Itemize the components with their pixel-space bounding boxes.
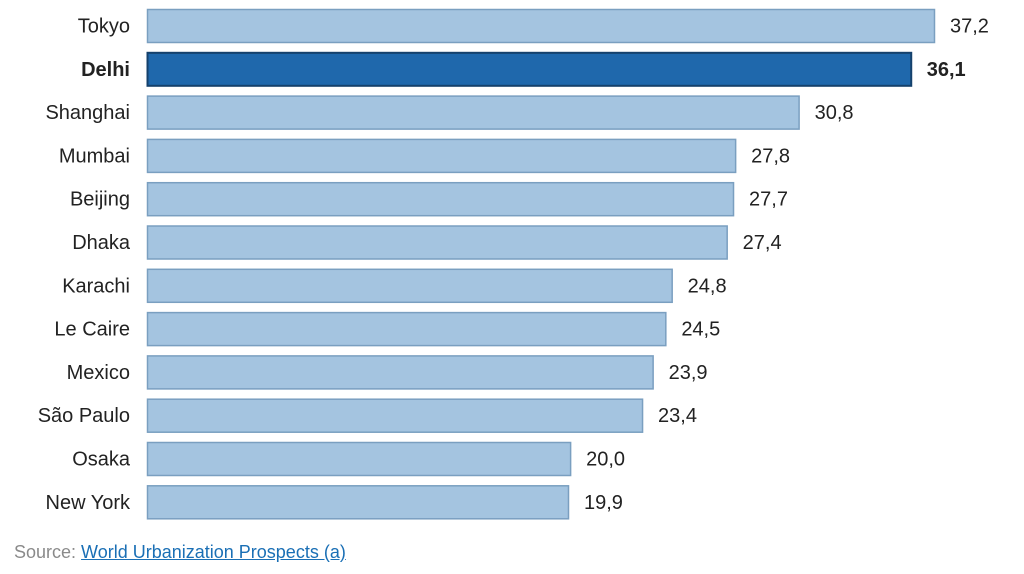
value-label-le-caire: 24,5: [681, 319, 720, 341]
category-label-new-york: New York: [46, 492, 131, 514]
source-link[interactable]: World Urbanization Prospects (a): [81, 542, 346, 562]
category-label-mexico: Mexico: [67, 362, 130, 384]
bar-mexico: [146, 355, 654, 390]
category-label-karachi: Karachi: [62, 275, 130, 297]
bar-dhaka: [146, 225, 728, 260]
value-label-new-york: 19,9: [584, 492, 623, 514]
category-label-tokyo: Tokyo: [78, 16, 130, 38]
bar-mumbai: [146, 138, 737, 174]
source-note: Source: World Urbanization Prospects (a): [14, 542, 346, 563]
bar-karachi: [146, 268, 673, 304]
value-label-delhi: 36,1: [927, 59, 966, 81]
value-label-tokyo: 37,2: [950, 16, 989, 38]
bar-chart: Tokyo 37,2 Delhi 36,1 Shanghai 30,8 Mumbai 27,8…: [38, 8, 989, 520]
bar-le-caire: [146, 311, 667, 347]
bar-shanghai: [146, 95, 800, 130]
bar-tokyo: [146, 8, 936, 44]
source-prefix: Source:: [14, 542, 82, 562]
value-label-mexico: 23,9: [669, 362, 708, 384]
category-label-le-caire: Le Caire: [54, 319, 130, 341]
value-label-shanghai: 30,8: [815, 102, 854, 124]
category-label-shanghai: Shanghai: [45, 102, 130, 124]
category-label-delhi: Delhi: [81, 59, 130, 81]
bar-delhi: [146, 51, 913, 87]
category-label-dhaka: Dhaka: [72, 232, 131, 254]
category-label-mumbai: Mumbai: [59, 145, 130, 167]
category-label-osaka: Osaka: [72, 449, 131, 471]
category-label-beijing: Beijing: [70, 189, 130, 211]
bar-osaka: [146, 441, 572, 477]
value-label-osaka: 20,0: [586, 449, 625, 471]
value-label-mumbai: 27,8: [751, 145, 790, 167]
category-label-sao-paulo: São Paulo: [38, 405, 130, 427]
value-label-beijing: 27,7: [749, 189, 788, 211]
value-label-sao-paulo: 23,4: [658, 405, 697, 427]
value-label-karachi: 24,8: [688, 275, 727, 297]
bar-beijing: [146, 181, 735, 217]
bar-new-york: [146, 485, 570, 520]
value-label-dhaka: 27,4: [743, 232, 782, 254]
bar-sao-paulo: [146, 398, 644, 433]
